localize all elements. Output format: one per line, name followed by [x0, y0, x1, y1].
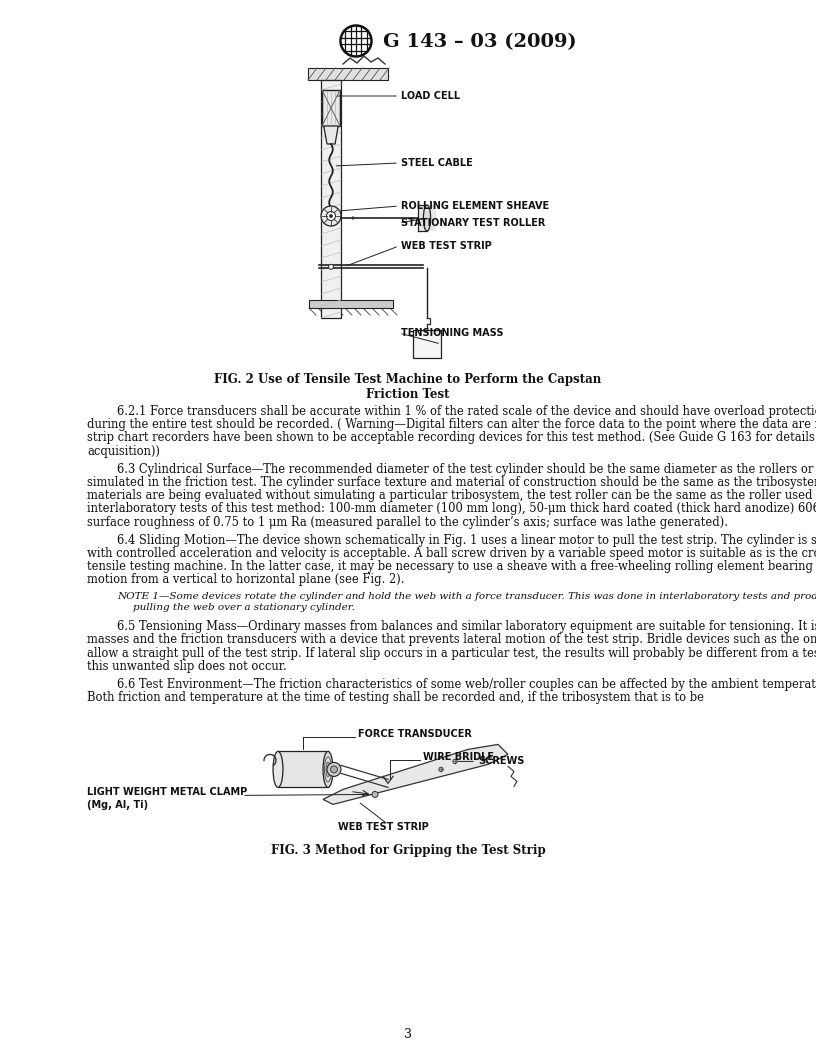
Text: 6.3 Cylindrical Surface—The recommended diameter of the test cylinder should be : 6.3 Cylindrical Surface—The recommended … [117, 463, 816, 476]
Text: simulated in the friction test. The cylinder surface texture and material of con: simulated in the friction test. The cyli… [87, 476, 816, 489]
Text: 3: 3 [404, 1027, 412, 1040]
Text: interlaboratory tests of this test method: 100-mm diameter (100 mm long), 50-μm : interlaboratory tests of this test metho… [87, 503, 816, 515]
Text: acquisition)): acquisition)) [87, 445, 160, 457]
Bar [321, 80, 341, 318]
Text: NOTE 1—Some devices rotate the cylinder and hold the web with a force transducer: NOTE 1—Some devices rotate the cylinder … [117, 591, 816, 601]
Text: STEEL CABLE: STEEL CABLE [401, 158, 472, 168]
Text: during the entire test should be recorded. ( Warning—Digital filters can alter t: during the entire test should be recorde… [87, 418, 816, 431]
Ellipse shape [424, 205, 431, 231]
Text: WEB TEST STRIP: WEB TEST STRIP [338, 823, 428, 832]
Circle shape [372, 791, 378, 797]
Text: FORCE TRANSDUCER: FORCE TRANSDUCER [358, 730, 472, 739]
Circle shape [326, 211, 335, 221]
Circle shape [439, 768, 443, 772]
Text: motion from a vertical to horizontal plane (see Fig. 2).: motion from a vertical to horizontal pla… [87, 573, 405, 586]
Text: surface roughness of 0.75 to 1 μm Ra (measured parallel to the cylinder’s axis; : surface roughness of 0.75 to 1 μm Ra (me… [87, 515, 728, 529]
Circle shape [321, 206, 341, 226]
Text: ROLLING ELEMENT SHEAVE: ROLLING ELEMENT SHEAVE [401, 201, 549, 211]
Circle shape [327, 762, 341, 776]
Text: LOAD CELL: LOAD CELL [401, 91, 460, 101]
Bar [418, 205, 436, 231]
Text: STATIONARY TEST ROLLER: STATIONARY TEST ROLLER [401, 218, 545, 228]
Bar [308, 68, 388, 80]
Bar [309, 300, 393, 308]
Text: 6.6 Test Environment—The friction characteristics of some web/roller couples can: 6.6 Test Environment—The friction charac… [117, 678, 816, 691]
Text: tensile testing machine. In the latter case, it may be necessary to use a sheave: tensile testing machine. In the latter c… [87, 560, 816, 573]
Text: materials are being evaluated without simulating a particular tribosystem, the t: materials are being evaluated without si… [87, 489, 816, 503]
Text: WIRE BRIDLE: WIRE BRIDLE [423, 752, 494, 762]
Polygon shape [323, 744, 508, 805]
Text: WEB TEST STRIP: WEB TEST STRIP [401, 241, 492, 251]
Text: LIGHT WEIGHT METAL CLAMP: LIGHT WEIGHT METAL CLAMP [87, 788, 247, 797]
Circle shape [330, 766, 338, 773]
Text: TENSIONING MASS: TENSIONING MASS [401, 328, 503, 338]
Text: masses and the friction transducers with a device that prevents lateral motion o: masses and the friction transducers with… [87, 634, 816, 646]
Text: SCREWS: SCREWS [478, 756, 525, 767]
Text: pulling the web over a stationary cylinder.: pulling the web over a stationary cylind… [133, 603, 355, 612]
Text: FIG. 3 Method for Gripping the Test Strip: FIG. 3 Method for Gripping the Test Stri… [271, 845, 545, 857]
Ellipse shape [273, 752, 283, 788]
Text: strip chart recorders have been shown to be acceptable recording devices for thi: strip chart recorders have been shown to… [87, 432, 816, 445]
Bar [413, 329, 441, 358]
Circle shape [352, 216, 354, 220]
Text: (Mg, Al, Ti): (Mg, Al, Ti) [87, 800, 149, 810]
Text: G 143 – 03 (2009): G 143 – 03 (2009) [383, 33, 577, 51]
Text: 6.4 Sliding Motion—The device shown schematically in Fig. 1 uses a linear motor : 6.4 Sliding Motion—The device shown sche… [117, 533, 816, 547]
Circle shape [453, 759, 457, 763]
Circle shape [330, 214, 332, 218]
Bar [278, 752, 328, 788]
Ellipse shape [323, 752, 333, 788]
Text: FIG. 2 Use of Tensile Test Machine to Perform the Capstan
Friction Test: FIG. 2 Use of Tensile Test Machine to Pe… [215, 373, 601, 401]
Circle shape [329, 264, 334, 269]
Polygon shape [324, 126, 338, 144]
Text: 6.2.1 Force transducers shall be accurate within 1 % of the rated scale of the d: 6.2.1 Force transducers shall be accurat… [117, 406, 816, 418]
Text: 6.5 Tensioning Mass—Ordinary masses from balances and similar laboratory equipme: 6.5 Tensioning Mass—Ordinary masses from… [117, 620, 816, 634]
Text: with controlled acceleration and velocity is acceptable. A ball screw driven by : with controlled acceleration and velocit… [87, 547, 816, 560]
Text: this unwanted slip does not occur.: this unwanted slip does not occur. [87, 660, 286, 673]
Text: allow a straight pull of the test strip. If lateral slip occurs in a particular : allow a straight pull of the test strip.… [87, 646, 816, 660]
Text: Both friction and temperature at the time of testing shall be recorded and, if t: Both friction and temperature at the tim… [87, 692, 704, 704]
Bar [322, 90, 340, 126]
